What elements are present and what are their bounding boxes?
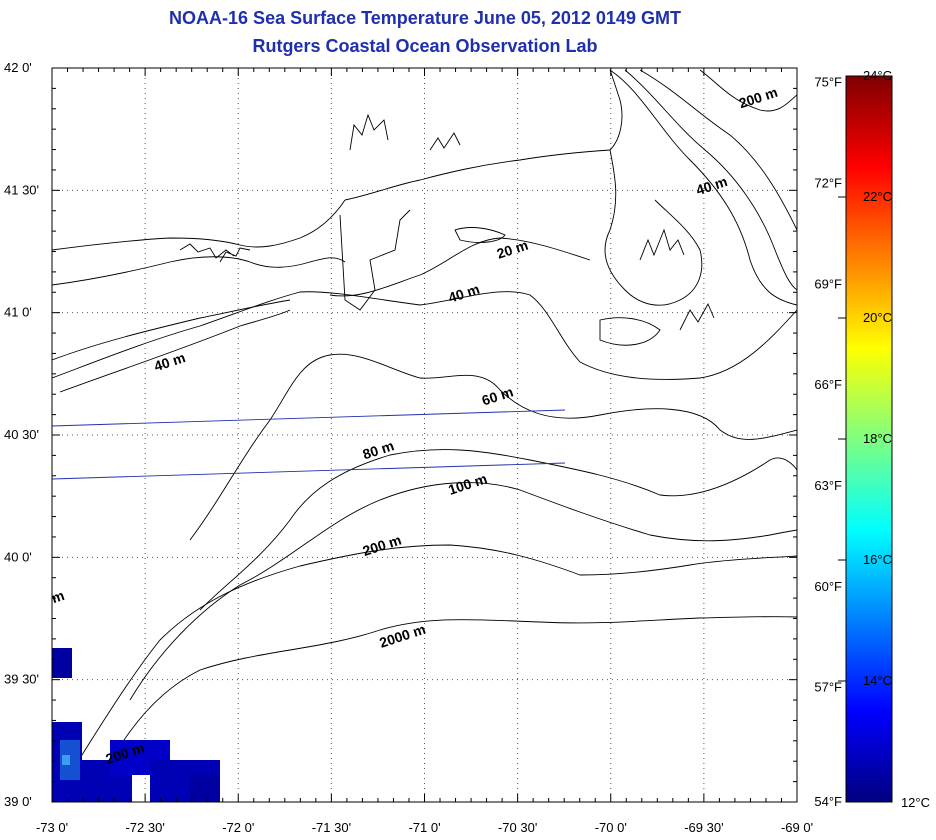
contour-cape-100m [624, 69, 797, 291]
celsius-label: 20°C [863, 310, 892, 325]
celsius-label: 14°C [863, 673, 892, 688]
fahrenheit-label: 63°F [814, 478, 842, 493]
contour-label: m [50, 587, 67, 606]
lat-tick-label: 39 30' [4, 672, 39, 687]
fahrenheit-label: 69°F [814, 276, 842, 291]
lat-tick-label: 42 0' [4, 60, 32, 75]
contour-cape-40m [609, 69, 797, 306]
shoreline-detail [179, 113, 715, 331]
celsius-label: 16°C [863, 552, 892, 567]
fahrenheit-label: 72°F [814, 176, 842, 191]
contour-label: 40 m [152, 349, 187, 374]
fahrenheit-labels: 75°F 72°F 69°F 66°F 63°F 60°F 57°F 54°F [814, 75, 852, 809]
lon-tick-label: -70 0' [595, 820, 627, 835]
contour-60m [189, 353, 797, 541]
map-title: NOAA-16 Sea Surface Temperature June 05,… [169, 8, 681, 28]
contour-label: 40 m [694, 173, 729, 198]
lon-tick-label: -69 0' [781, 820, 813, 835]
contour-label: 40 m [446, 281, 481, 306]
lat-tick-label: 41 30' [4, 182, 39, 197]
contour-label: 60 m [480, 383, 515, 408]
celsius-label: 24°C [863, 68, 892, 83]
lat-tick-label: 40 30' [4, 427, 39, 442]
map-subtitle: Rutgers Coastal Ocean Observation Lab [252, 36, 598, 56]
coastline-long-island [52, 256, 346, 286]
lon-tick-label: -73 0' [36, 820, 68, 835]
contour-gulf-200m [699, 69, 797, 112]
contour-label: 2000 m [377, 621, 427, 651]
sst-pixels [52, 648, 220, 802]
axis-ticks [51, 67, 798, 803]
coastline-narragansett [339, 209, 411, 311]
contour-label: 100 m [446, 470, 489, 497]
coastline-cape-cod [604, 149, 703, 306]
longitude-labels: -73 0' -72 30' -72 0' -71 30' -71 0' -70 30' -… [36, 820, 813, 835]
contour-cape-200m [639, 69, 797, 231]
colorbar [845, 75, 893, 803]
lon-tick-label: -71 30' [312, 820, 351, 835]
celsius-label: 12°C [901, 795, 930, 810]
contour-label: 200 m [361, 531, 404, 558]
lon-tick-label: -71 0' [408, 820, 440, 835]
coastline-long-island-south [52, 299, 291, 361]
lon-tick-label: -70 30' [498, 820, 537, 835]
contour-80m [199, 449, 797, 611]
fahrenheit-label: 75°F [814, 75, 842, 90]
contour-40m-inner [59, 309, 291, 393]
lat-tick-label: 41 0' [4, 305, 32, 320]
lon-tick-label: -69 30' [684, 820, 723, 835]
lon-tick-label: -72 0' [222, 820, 254, 835]
bathymetry-contours [52, 69, 797, 802]
coastline-islands [454, 227, 661, 346]
swath-edge-2 [52, 462, 566, 480]
contour-100m [129, 482, 797, 701]
fahrenheit-label: 60°F [814, 579, 842, 594]
contour-40m-south [52, 291, 797, 380]
contour-200m [52, 544, 797, 802]
map-grid [52, 68, 797, 802]
contour-label: 200 m [737, 84, 780, 111]
coastline-north-shore [52, 199, 346, 251]
celsius-label: 22°C [863, 189, 892, 204]
celsius-labels: 24°C 22°C 20°C 18°C 16°C 14°C 12°C [838, 68, 930, 810]
swath-edge-1 [52, 409, 566, 427]
fahrenheit-label: 66°F [814, 377, 842, 392]
coastline-ri-ma [344, 69, 623, 201]
celsius-label: 18°C [863, 431, 892, 446]
fahrenheit-label: 57°F [814, 680, 842, 695]
lat-tick-label: 39 0' [4, 794, 32, 809]
latitude-labels: 42 0' 41 30' 41 0' 40 30' 40 0' 39 30' 39 0' [4, 60, 39, 809]
lat-tick-label: 40 0' [4, 549, 32, 564]
fahrenheit-label: 54°F [814, 794, 842, 809]
contour-2000m [89, 616, 797, 802]
contour-label: 20 m [495, 237, 530, 262]
lon-tick-label: -72 30' [125, 820, 164, 835]
